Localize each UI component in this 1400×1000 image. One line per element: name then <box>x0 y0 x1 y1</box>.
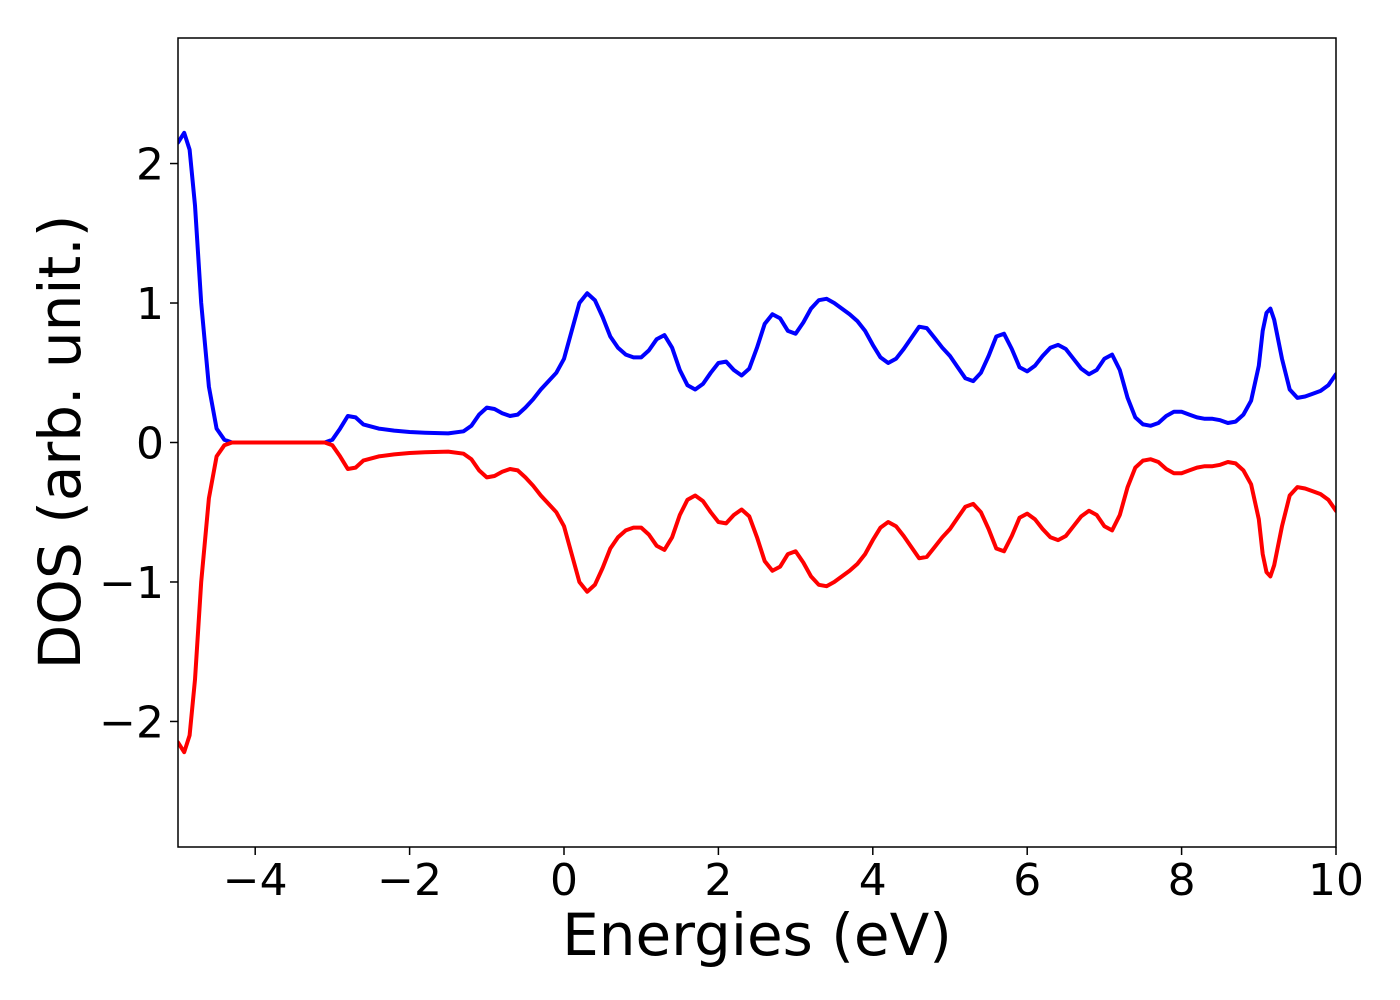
y-axis-ticks: −2 −1 0 1 2 <box>99 140 178 748</box>
x-tick-label: 6 <box>1013 855 1041 906</box>
y-tick-label: 2 <box>136 140 164 191</box>
x-axis-ticks: −4 −2 0 2 4 6 8 10 <box>223 847 1364 906</box>
x-tick-label: 10 <box>1308 855 1364 906</box>
x-tick-label: 4 <box>859 855 887 906</box>
x-tick-label: 8 <box>1168 855 1196 906</box>
y-tick-label: −1 <box>99 558 164 609</box>
x-tick-label: 0 <box>550 855 578 906</box>
series-line-1 <box>178 440 1336 755</box>
x-axis-label: Energies (eV) <box>562 901 952 969</box>
plot-frame <box>177 37 1337 848</box>
y-tick-label: 1 <box>136 279 164 330</box>
y-tick-label: 0 <box>136 419 164 470</box>
series-line-0 <box>178 130 1336 445</box>
x-tick-label: 2 <box>704 855 732 906</box>
series-layer <box>178 130 1336 755</box>
y-tick-label: −2 <box>99 697 164 748</box>
x-tick-label: −4 <box>223 855 288 906</box>
x-tick-label: −2 <box>377 855 442 906</box>
y-axis-label: DOS (arb. unit.) <box>26 215 94 670</box>
